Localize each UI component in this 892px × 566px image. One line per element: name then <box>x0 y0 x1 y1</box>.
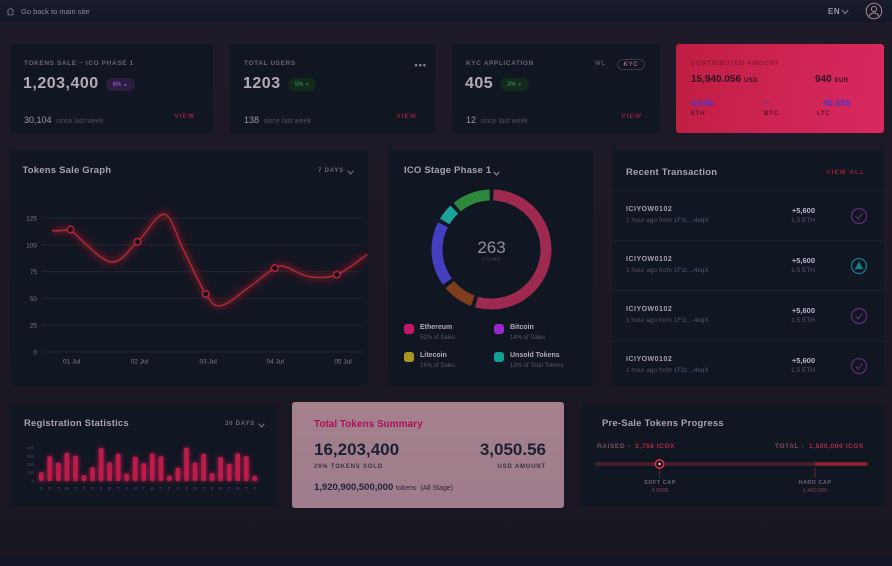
svg-text:T: T <box>74 486 77 491</box>
svg-text:01 Jul: 01 Jul <box>63 359 81 366</box>
svg-text:F: F <box>83 486 86 491</box>
svg-text:25: 25 <box>30 323 38 330</box>
svg-text:F: F <box>168 486 171 491</box>
svg-text:T: T <box>245 486 248 491</box>
svg-text:0: 0 <box>32 479 35 484</box>
svg-text:M: M <box>48 486 52 491</box>
svg-text:S: S <box>100 486 103 491</box>
svg-text:T: T <box>202 486 205 491</box>
svg-text:T: T <box>142 486 145 491</box>
svg-text:S: S <box>176 486 179 491</box>
svg-text:75: 75 <box>30 269 38 276</box>
svg-text:T: T <box>117 486 120 491</box>
svg-text:05 Jul: 05 Jul <box>334 359 352 366</box>
svg-text:M: M <box>193 486 197 491</box>
svg-text:03 Jul: 03 Jul <box>200 359 218 366</box>
svg-text:T: T <box>57 486 60 491</box>
svg-text:T: T <box>160 486 163 491</box>
svg-text:M: M <box>133 486 137 491</box>
svg-text:02 Jul: 02 Jul <box>131 359 149 366</box>
svg-text:S: S <box>91 486 94 491</box>
svg-text:263: 263 <box>477 238 505 257</box>
svg-text:100: 100 <box>27 470 35 475</box>
svg-text:W: W <box>150 486 155 491</box>
svg-text:M: M <box>219 486 223 491</box>
svg-text:125: 125 <box>26 216 37 223</box>
svg-text:04 Jul: 04 Jul <box>267 359 285 366</box>
svg-text:200: 200 <box>27 462 35 467</box>
svg-text:COINS: COINS <box>482 257 501 262</box>
svg-text:W: W <box>65 486 70 491</box>
svg-text:S: S <box>185 486 188 491</box>
svg-text:100: 100 <box>26 242 37 249</box>
svg-text:S: S <box>125 486 128 491</box>
svg-text:0: 0 <box>33 350 37 357</box>
svg-text:S: S <box>40 486 43 491</box>
svg-text:W: W <box>236 486 241 491</box>
svg-text:50: 50 <box>30 296 38 303</box>
svg-text:S: S <box>211 486 214 491</box>
svg-text:300: 300 <box>27 454 35 459</box>
svg-text:400: 400 <box>27 446 35 451</box>
svg-text:M: M <box>108 486 112 491</box>
svg-text:F: F <box>253 486 256 491</box>
svg-text:T: T <box>228 486 231 491</box>
